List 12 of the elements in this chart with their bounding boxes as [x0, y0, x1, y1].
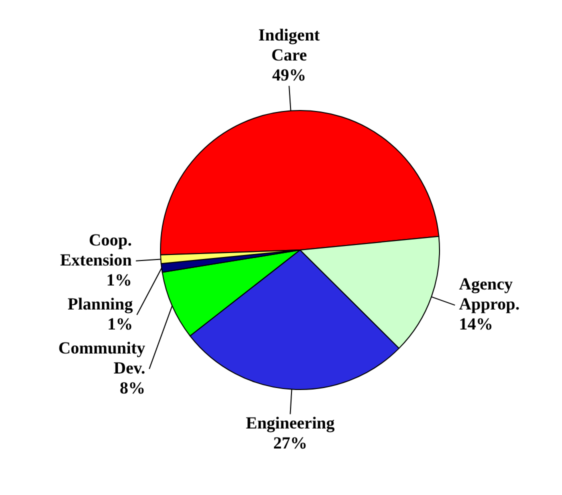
data-label: 27%	[273, 434, 308, 453]
data-label: 1%	[106, 270, 132, 290]
slice-label: Community Dev.	[58, 338, 146, 378]
slice-label: Indigent Care	[258, 25, 320, 64]
slice-label: Coop. Extension	[60, 230, 132, 270]
data-label: 14%	[458, 314, 493, 334]
slice-label: Planning	[68, 294, 134, 314]
data-label: 8%	[120, 378, 146, 398]
slice-label: Engineering	[246, 414, 336, 433]
data-label: 49%	[272, 65, 306, 84]
slice-label: Agency Approp.	[458, 274, 520, 314]
data-label: 1%	[107, 314, 133, 334]
